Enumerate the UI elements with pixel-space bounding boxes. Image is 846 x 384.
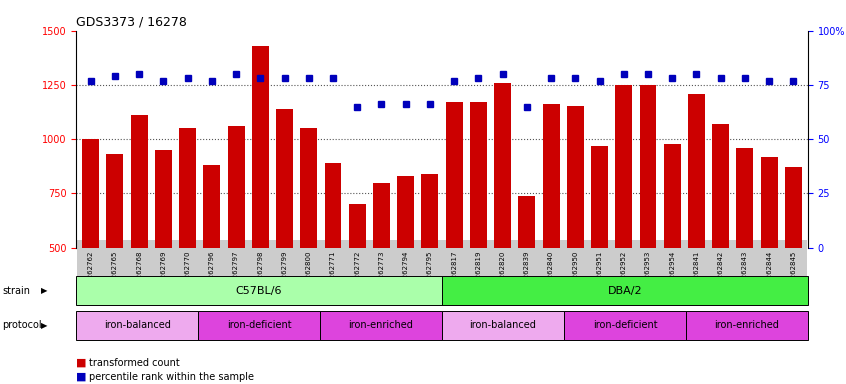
- Text: iron-balanced: iron-balanced: [104, 320, 171, 331]
- Bar: [564, 311, 686, 340]
- Text: iron-deficient: iron-deficient: [227, 320, 291, 331]
- Bar: [276, 109, 293, 356]
- Bar: [761, 157, 777, 356]
- Bar: [542, 104, 559, 356]
- Bar: [300, 128, 317, 356]
- Bar: [686, 311, 808, 340]
- Bar: [785, 167, 802, 356]
- Bar: [76, 276, 442, 305]
- Text: iron-enriched: iron-enriched: [715, 320, 779, 331]
- Bar: [107, 154, 124, 356]
- Bar: [76, 311, 198, 340]
- Bar: [325, 163, 342, 356]
- Text: C57BL/6: C57BL/6: [236, 286, 283, 296]
- Text: strain: strain: [3, 286, 30, 296]
- Bar: [446, 102, 463, 356]
- Bar: [615, 85, 632, 356]
- Text: iron-balanced: iron-balanced: [470, 320, 536, 331]
- Bar: [320, 311, 442, 340]
- Text: percentile rank within the sample: percentile rank within the sample: [89, 372, 254, 382]
- Bar: [664, 144, 681, 356]
- Bar: [712, 124, 729, 356]
- Text: iron-enriched: iron-enriched: [349, 320, 414, 331]
- Bar: [252, 46, 269, 356]
- Bar: [82, 139, 99, 356]
- Bar: [373, 183, 390, 356]
- Bar: [228, 126, 244, 356]
- Bar: [688, 94, 705, 356]
- Bar: [179, 128, 196, 356]
- Bar: [494, 83, 511, 356]
- Bar: [470, 102, 486, 356]
- Bar: [519, 195, 536, 356]
- Text: ▶: ▶: [41, 321, 47, 330]
- Bar: [640, 85, 656, 356]
- Bar: [155, 150, 172, 356]
- Text: transformed count: transformed count: [89, 358, 179, 368]
- Bar: [421, 174, 438, 356]
- Bar: [130, 115, 147, 356]
- Bar: [567, 106, 584, 356]
- Bar: [442, 276, 808, 305]
- Text: ■: ■: [76, 372, 86, 382]
- Bar: [203, 165, 220, 356]
- Text: iron-deficient: iron-deficient: [593, 320, 657, 331]
- Bar: [398, 176, 415, 356]
- Bar: [349, 204, 365, 356]
- Bar: [591, 146, 608, 356]
- Text: ▶: ▶: [41, 286, 47, 295]
- Bar: [198, 311, 320, 340]
- Text: DBA/2: DBA/2: [607, 286, 642, 296]
- Text: GDS3373 / 16278: GDS3373 / 16278: [76, 15, 187, 28]
- Text: protocol: protocol: [3, 320, 42, 331]
- Bar: [737, 148, 754, 356]
- Bar: [442, 311, 564, 340]
- Text: ■: ■: [76, 358, 86, 368]
